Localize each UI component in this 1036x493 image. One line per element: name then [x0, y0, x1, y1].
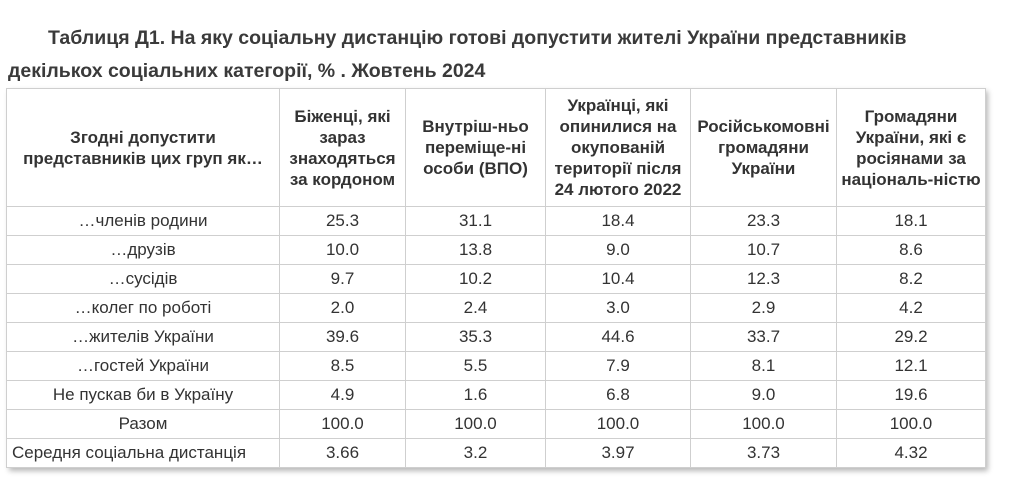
table-row: …жителів України 39.6 35.3 44.6 33.7 29.…: [6, 322, 986, 352]
table-cell: 100.0: [545, 409, 691, 439]
row-label: Не пускав би в Україну: [6, 380, 280, 410]
table-cell: 10.7: [690, 235, 837, 265]
table-row: …членів родини 25.3 31.1 18.4 23.3 18.1: [6, 206, 986, 236]
table-cell: 19.6: [836, 380, 986, 410]
row-label: …сусідів: [6, 264, 280, 294]
table-row: …сусідів 9.7 10.2 10.4 12.3 8.2: [6, 264, 986, 294]
table-cell: 1.6: [405, 380, 546, 410]
table-cell: 3.97: [545, 438, 691, 468]
social-distance-table: Згодні допустити представників цих груп …: [6, 88, 986, 468]
table-cell: 2.9: [690, 293, 837, 323]
table-row-average: Середня соціальна дистанція 3.66 3.2 3.9…: [6, 438, 986, 468]
column-header-idp: Внутріш-ньо переміще-ні особи (ВПО): [405, 88, 546, 207]
table-cell: 3.73: [690, 438, 837, 468]
table-cell: 29.2: [836, 322, 986, 352]
table-cell: 18.1: [836, 206, 986, 236]
table-title-line-1: Таблиця Д1. На яку соціальну дистанцію г…: [48, 27, 907, 49]
table-cell: 39.6: [279, 322, 406, 352]
table-cell: 10.2: [405, 264, 546, 294]
table-cell: 25.3: [279, 206, 406, 236]
table-cell: 4.9: [279, 380, 406, 410]
table-cell: 3.66: [279, 438, 406, 468]
table-cell: 9.7: [279, 264, 406, 294]
table-cell: 2.4: [405, 293, 546, 323]
table-cell: 35.3: [405, 322, 546, 352]
column-header-occupied-territory: Українці, які опинилися на окупованій те…: [545, 88, 691, 207]
row-label: Середня соціальна дистанція: [6, 438, 280, 468]
table-cell: 100.0: [690, 409, 837, 439]
table-cell: 3.0: [545, 293, 691, 323]
table-cell: 8.1: [690, 351, 837, 381]
table-cell: 10.0: [279, 235, 406, 265]
column-header-russian-speaking: Російськомовні громадяни України: [690, 88, 837, 207]
table-cell: 44.6: [545, 322, 691, 352]
row-label: Разом: [6, 409, 280, 439]
column-header-category: Згодні допустити представників цих груп …: [6, 88, 280, 207]
table-cell: 10.4: [545, 264, 691, 294]
table-cell: 100.0: [405, 409, 546, 439]
row-label: …жителів України: [6, 322, 280, 352]
table-cell: 8.2: [836, 264, 986, 294]
table-cell: 18.4: [545, 206, 691, 236]
table-cell: 7.9: [545, 351, 691, 381]
table-row-total: Разом 100.0 100.0 100.0 100.0 100.0: [6, 409, 986, 439]
table-row: …друзів 10.0 13.8 9.0 10.7 8.6: [6, 235, 986, 265]
table-cell: 9.0: [545, 235, 691, 265]
table-cell: 6.8: [545, 380, 691, 410]
row-label: …гостей України: [6, 351, 280, 381]
row-label: …членів родини: [6, 206, 280, 236]
table-cell: 12.3: [690, 264, 837, 294]
row-label: …друзів: [6, 235, 280, 265]
table-cell: 3.2: [405, 438, 546, 468]
table-cell: 4.2: [836, 293, 986, 323]
table-cell: 5.5: [405, 351, 546, 381]
table-cell: 8.6: [836, 235, 986, 265]
column-header-refugees-abroad: Біженці, які зараз знаходяться за кордон…: [279, 88, 406, 207]
table-header-row: Згодні допустити представників цих груп …: [6, 88, 986, 207]
table-cell: 8.5: [279, 351, 406, 381]
table-cell: 9.0: [690, 380, 837, 410]
table-cell: 4.32: [836, 438, 986, 468]
row-label: …колег по роботі: [6, 293, 280, 323]
table-row: …колег по роботі 2.0 2.4 3.0 2.9 4.2: [6, 293, 986, 323]
table-cell: 100.0: [836, 409, 986, 439]
social-distance-table-container: Згодні допустити представників цих груп …: [6, 88, 986, 468]
table-title: Таблиця Д1. На яку соціальну дистанцію г…: [8, 22, 1032, 88]
table-cell: 100.0: [279, 409, 406, 439]
table-row: Не пускав би в Україну 4.9 1.6 6.8 9.0 1…: [6, 380, 986, 410]
table-title-line-2: декількох соціальних категорії, % . Жовт…: [8, 60, 486, 82]
table-cell: 2.0: [279, 293, 406, 323]
table-cell: 31.1: [405, 206, 546, 236]
table-cell: 33.7: [690, 322, 837, 352]
table-cell: 12.1: [836, 351, 986, 381]
table-row: …гостей України 8.5 5.5 7.9 8.1 12.1: [6, 351, 986, 381]
column-header-ethnic-russians: Громадяни України, які є росіянами за на…: [836, 88, 986, 207]
table-cell: 23.3: [690, 206, 837, 236]
table-cell: 13.8: [405, 235, 546, 265]
